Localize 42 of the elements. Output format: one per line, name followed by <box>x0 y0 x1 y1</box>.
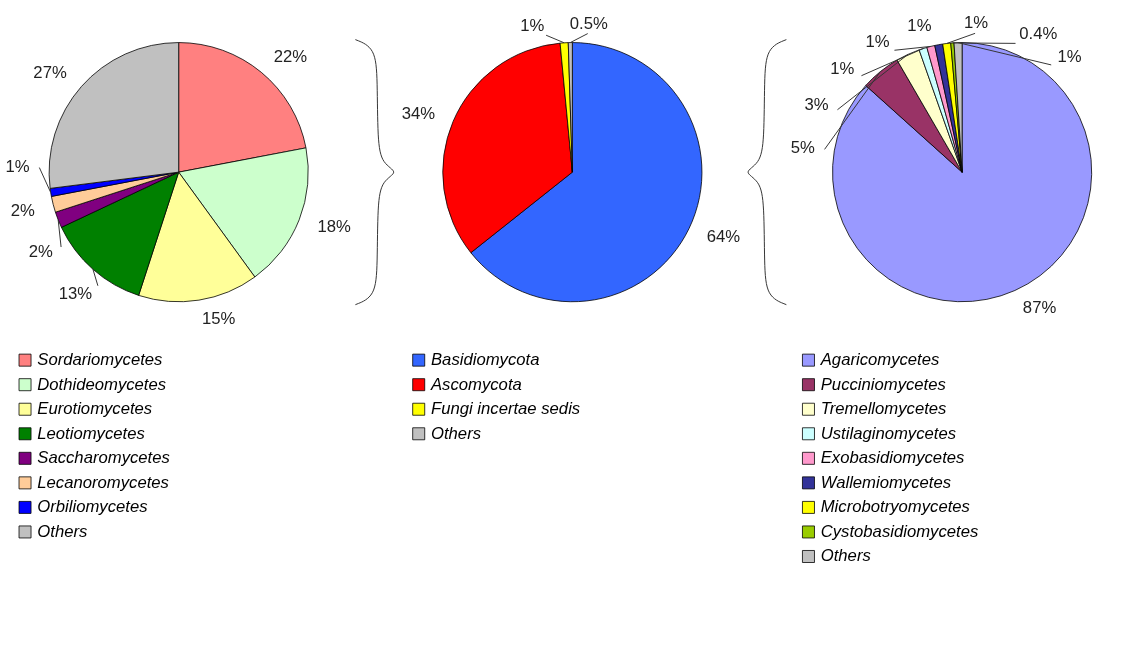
data-label: 22% <box>273 47 308 67</box>
legend-label: Others <box>430 423 482 443</box>
data-label: 1% <box>520 15 545 35</box>
data-label: 87% <box>1022 298 1057 318</box>
data-label: 2% <box>10 201 35 221</box>
legend-label: Wallemiomycetes <box>820 472 952 492</box>
legend-label: Microbotryomycetes <box>820 497 970 517</box>
data-label: 1% <box>907 16 932 36</box>
data-label: 15% <box>202 309 236 329</box>
data-label: 0.4% <box>1019 24 1058 44</box>
legend-label: Basidiomycota <box>430 350 540 370</box>
legend-label: Exobasidiomycetes <box>820 448 965 468</box>
legend-label: Eurotiomycetes <box>37 399 153 419</box>
data-label: 18% <box>317 216 351 236</box>
data-label: 1% <box>5 157 30 177</box>
data-label: 27% <box>33 63 67 83</box>
data-label: 5% <box>790 137 816 157</box>
data-label: 0.5% <box>569 13 608 33</box>
data-label: 1% <box>830 58 855 78</box>
legend-label: Saccharomycetes <box>37 448 170 468</box>
legend-label: Lecanoromycetes <box>37 472 169 492</box>
data-label: 1% <box>1057 47 1082 67</box>
legend-label: Agaricomycetes <box>819 350 940 370</box>
legend-label: Dothideomycetes <box>37 374 167 394</box>
legend-label: Others <box>37 521 88 541</box>
data-label: 34% <box>401 103 436 123</box>
legend-label: Ustilaginomycetes <box>820 423 957 443</box>
legend-label: Ascomycota <box>429 374 522 394</box>
legend-label: Sordariomycetes <box>37 350 163 370</box>
legend-label: Cystobasidiomycetes <box>820 521 979 541</box>
legend-label: Fungi incertae sedis <box>430 399 581 419</box>
legend-label: Pucciniomycetes <box>820 374 946 394</box>
data-label: 1% <box>865 31 890 51</box>
legend-label: Leotiomycetes <box>37 423 145 443</box>
legend-label: Orbiliomycetes <box>37 497 148 517</box>
legend-label: Tremellomycetes <box>820 399 947 419</box>
data-label: 13% <box>58 283 93 303</box>
data-label: 1% <box>963 13 989 33</box>
data-label: 3% <box>804 95 829 115</box>
data-label: 2% <box>28 242 53 262</box>
data-label: 64% <box>706 226 741 246</box>
legend-label: Others <box>820 546 871 566</box>
